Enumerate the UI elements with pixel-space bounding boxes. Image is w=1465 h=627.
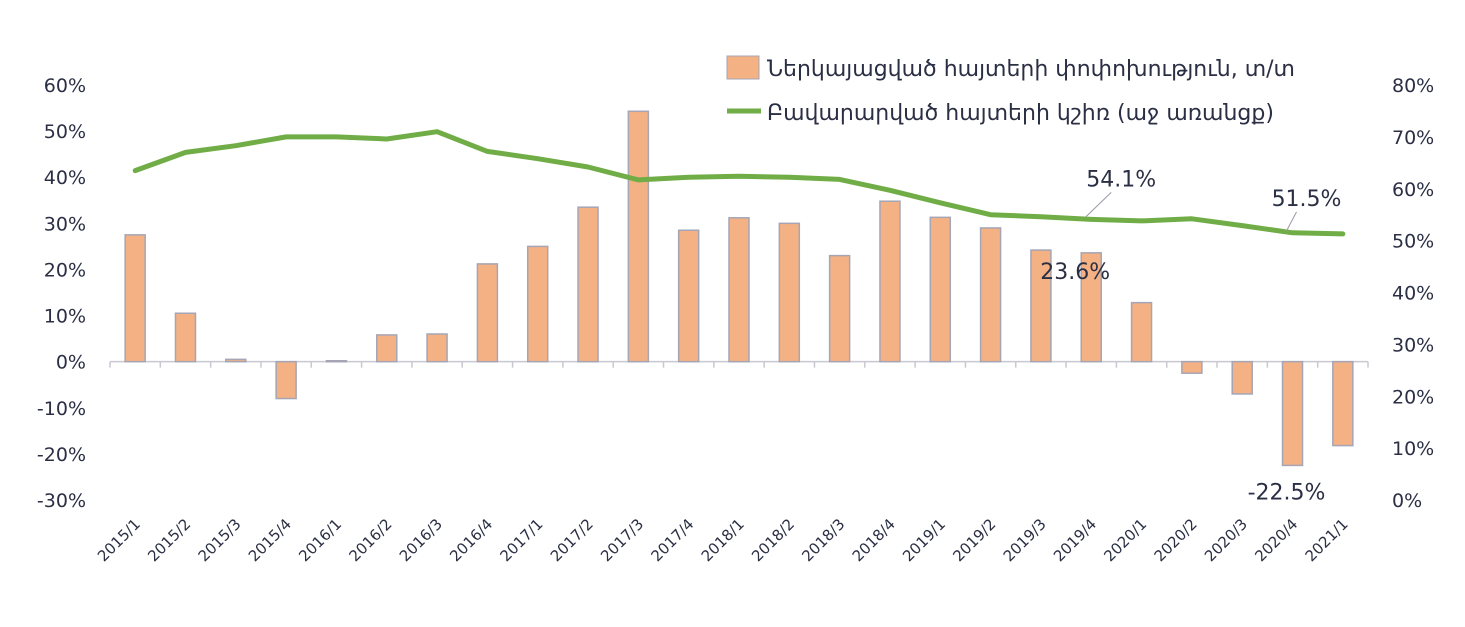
y-left-tick-label: 20%	[44, 259, 86, 281]
y-right-tick-label: 80%	[1392, 75, 1434, 97]
x-tick-label: 2017/3	[597, 515, 647, 565]
bar	[325, 359, 348, 363]
x-tick-label: 2015/4	[245, 515, 295, 565]
bar	[677, 229, 700, 363]
bar	[275, 360, 297, 400]
data-label: -22.5%	[1248, 480, 1326, 505]
bar	[1332, 360, 1354, 447]
x-tick-label: 2019/3	[1000, 515, 1050, 565]
annotation-leader	[1286, 211, 1297, 232]
bar	[174, 312, 197, 363]
bar	[577, 206, 599, 363]
bar	[627, 110, 650, 363]
annotation-leader	[1084, 191, 1112, 218]
x-tick-label: 2015/3	[195, 515, 245, 565]
bar	[225, 358, 247, 363]
x-tick-label: 2016/4	[446, 515, 496, 565]
line-series	[132, 129, 1346, 237]
x-tick-label: 2020/3	[1201, 515, 1251, 565]
annotations: 54.1% 51.5% 23.6% -22.5%	[1040, 167, 1341, 505]
y-left-tick-label: 30%	[44, 213, 86, 235]
x-tick-label: 2021/1	[1302, 515, 1352, 565]
x-tick-label: 2019/4	[1050, 515, 1100, 565]
x-tick-label: 2016/2	[346, 515, 396, 565]
bar	[929, 216, 952, 363]
y-right-tick-label: 50%	[1392, 231, 1434, 253]
bar	[1130, 301, 1153, 363]
x-tick-label: 2020/2	[1151, 515, 1201, 565]
x-tick-label: 2015/1	[94, 515, 144, 565]
y-right-tick-label: 20%	[1392, 386, 1434, 408]
data-label: 54.1%	[1086, 167, 1156, 192]
bar	[124, 234, 146, 363]
y-right-tick-label: 10%	[1392, 438, 1434, 460]
x-tick-label: 2015/2	[144, 515, 194, 565]
legend-label-bars: Ներկայացված հայտերի փոփոխություն, տ/տ	[767, 57, 1295, 82]
bar	[828, 254, 851, 363]
bar	[526, 245, 549, 363]
bar	[1281, 360, 1304, 467]
x-tick-label: 2018/3	[798, 515, 848, 565]
legend-swatch-bar	[726, 55, 760, 80]
y-left-tick-label: 40%	[44, 167, 86, 189]
bar	[1030, 249, 1052, 363]
bar-series	[124, 110, 1354, 467]
x-tick-label: 2017/4	[647, 515, 697, 565]
y-right-tick-label: 30%	[1392, 334, 1434, 356]
bar	[728, 217, 750, 363]
x-tick-label: 2017/2	[547, 515, 597, 565]
bar	[979, 227, 1002, 363]
x-tick-label: 2020/1	[1100, 515, 1150, 565]
y-left-tick-label: 60%	[44, 75, 86, 97]
x-tick-label: 2017/1	[496, 515, 546, 565]
x-tick-label: 2019/1	[899, 515, 949, 565]
x-tick-label: 2016/1	[295, 515, 345, 565]
x-tick-label: 2018/1	[698, 515, 748, 565]
bar	[879, 200, 901, 363]
y-left-tick-label: 0%	[56, 352, 86, 374]
data-label: 23.6%	[1040, 260, 1110, 285]
line-path	[132, 129, 1346, 237]
y-left-tick-label: 50%	[44, 121, 86, 143]
x-tick-label: 2019/2	[949, 515, 999, 565]
y-right-tick-label: 0%	[1392, 490, 1422, 512]
bar	[426, 333, 448, 363]
x-tick-label: 2018/2	[748, 515, 798, 565]
y-right-tick-label: 40%	[1392, 283, 1434, 305]
y-right-tick-label: 70%	[1392, 127, 1434, 149]
y-left-tick-label: 10%	[44, 306, 86, 328]
bar	[1231, 360, 1253, 395]
data-label: 51.5%	[1272, 187, 1342, 212]
bar	[376, 334, 398, 363]
y-left-tick-label: -20%	[37, 444, 86, 466]
bar	[1181, 360, 1203, 374]
legend-label-line: Բավարարված հայտերի կշիռ (աջ առանցք)	[767, 101, 1274, 126]
bar	[476, 263, 499, 363]
y-right-tick-label: 60%	[1392, 179, 1434, 201]
x-tick-label: 2018/4	[849, 515, 899, 565]
bar	[778, 222, 801, 363]
x-tick-label: 2016/3	[396, 515, 446, 565]
x-tick-label: 2020/4	[1251, 515, 1301, 565]
y-left-tick-label: -30%	[37, 490, 86, 512]
legend: Ներկայացված հայտերի փոփոխություն, տ/տ Բա…	[726, 55, 1295, 126]
y-left-tick-label: -10%	[37, 398, 86, 420]
bar	[1080, 252, 1102, 363]
